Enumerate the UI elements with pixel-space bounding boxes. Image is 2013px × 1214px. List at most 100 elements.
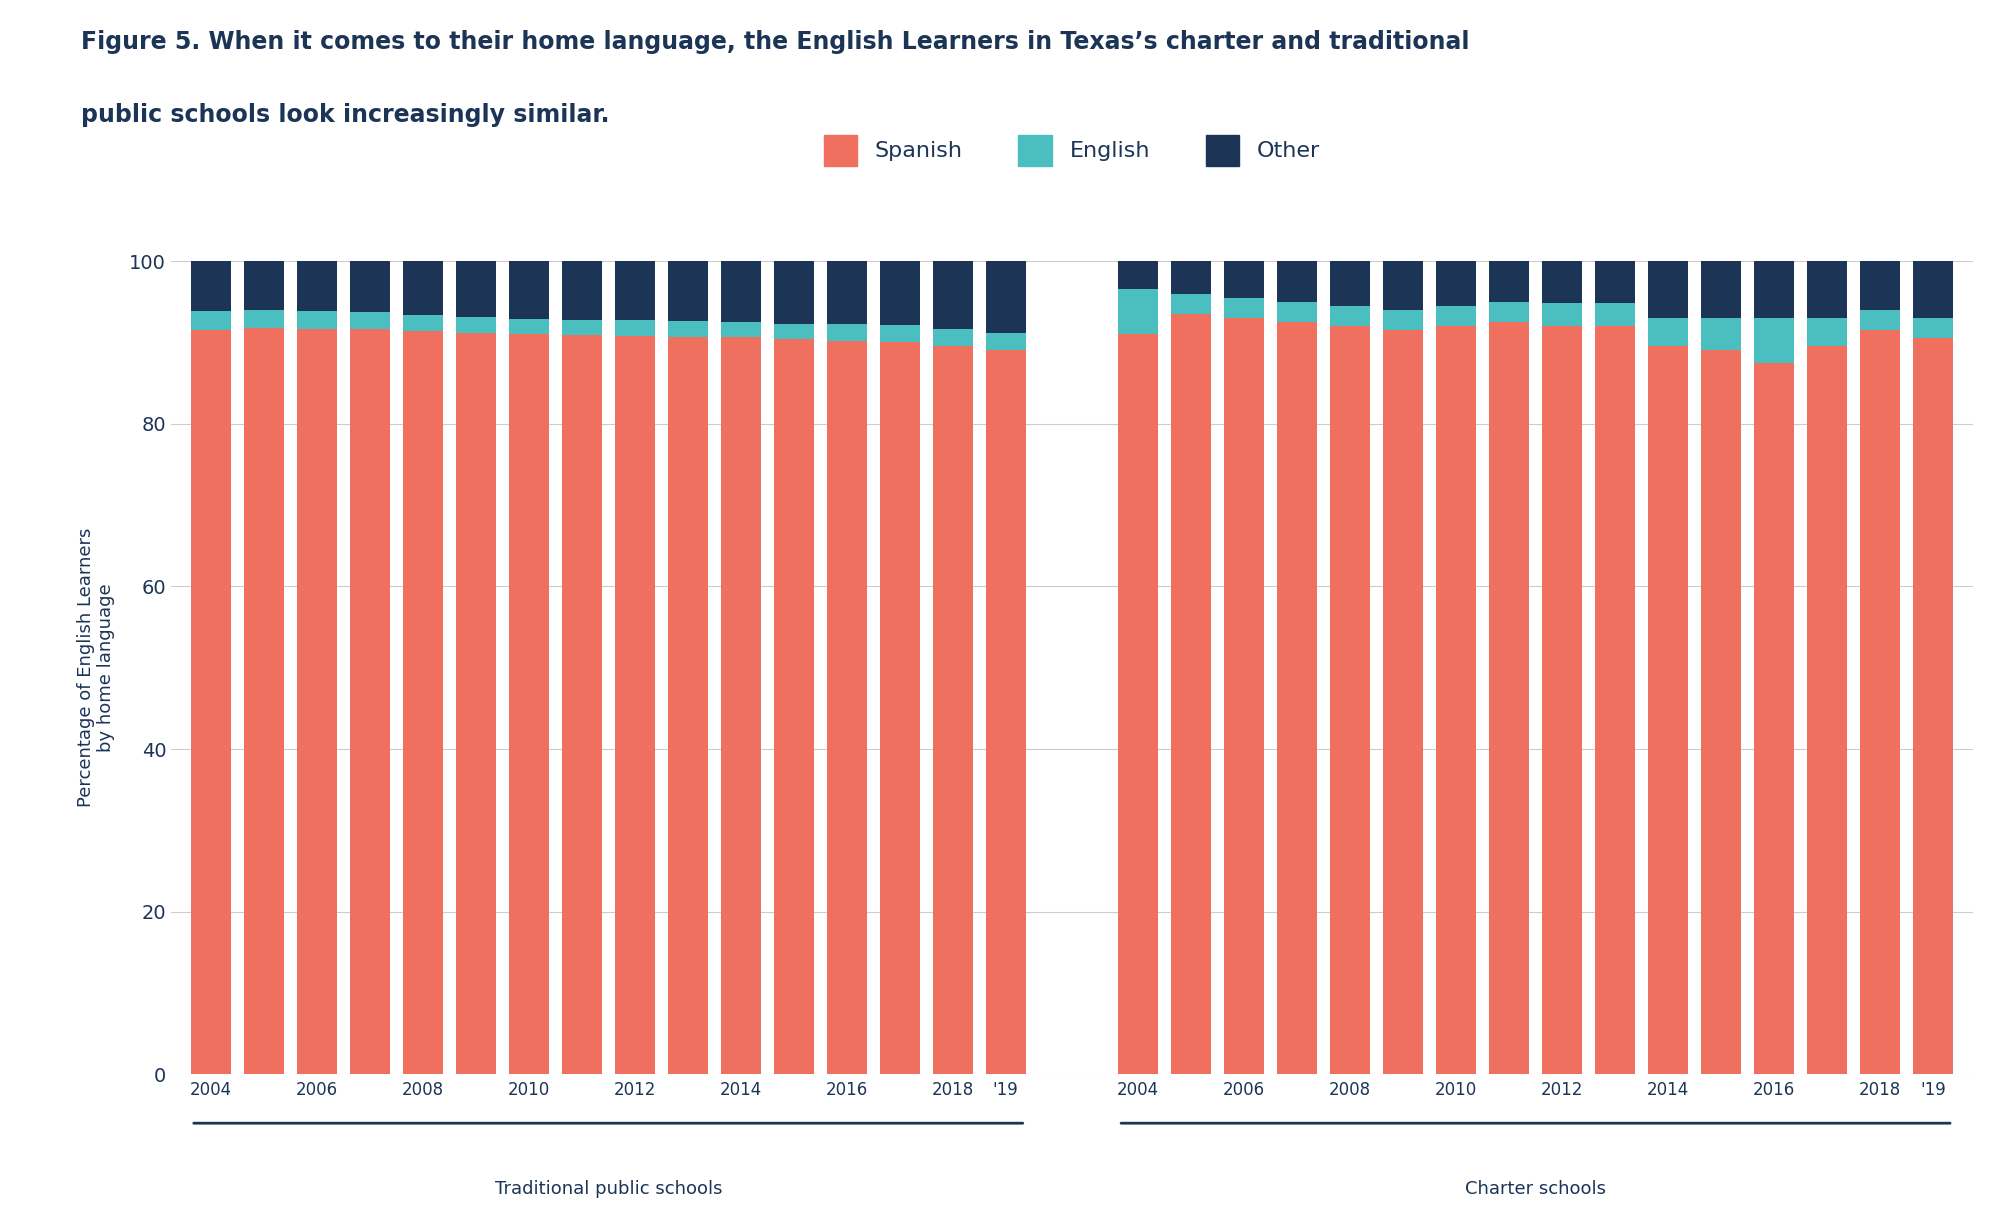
Bar: [932, 346, 972, 1074]
Bar: [1172, 314, 1212, 1074]
Bar: [986, 351, 1025, 1074]
Bar: [191, 312, 231, 330]
Bar: [350, 312, 391, 329]
Bar: [1383, 330, 1423, 1074]
Bar: [986, 333, 1025, 351]
Bar: [455, 317, 495, 333]
Bar: [773, 324, 813, 339]
Bar: [1383, 261, 1423, 310]
Bar: [1701, 261, 1741, 318]
Bar: [721, 337, 761, 1074]
Bar: [1808, 318, 1846, 346]
Bar: [1278, 322, 1317, 1074]
Bar: [1119, 261, 1157, 289]
Bar: [562, 319, 602, 335]
Bar: [403, 314, 443, 331]
Bar: [1435, 261, 1476, 306]
Bar: [880, 261, 920, 325]
Bar: [1808, 261, 1846, 318]
Bar: [827, 341, 866, 1074]
Bar: [1224, 261, 1264, 297]
Bar: [1594, 304, 1635, 327]
Bar: [455, 261, 495, 317]
Text: public schools look increasingly similar.: public schools look increasingly similar…: [81, 103, 610, 127]
Bar: [455, 333, 495, 1074]
Bar: [509, 319, 550, 334]
Bar: [1383, 310, 1423, 330]
Bar: [1119, 289, 1157, 334]
Bar: [932, 329, 972, 346]
Bar: [827, 261, 866, 324]
Bar: [614, 336, 654, 1074]
Bar: [1331, 306, 1371, 327]
Text: Figure 5. When it comes to their home language, the English Learners in Texas’s : Figure 5. When it comes to their home la…: [81, 30, 1469, 55]
Bar: [298, 312, 336, 329]
Bar: [1594, 327, 1635, 1074]
Text: Traditional public schools: Traditional public schools: [495, 1180, 723, 1198]
Bar: [562, 261, 602, 319]
Bar: [191, 261, 231, 312]
Bar: [1331, 261, 1371, 306]
Bar: [1542, 304, 1582, 327]
Bar: [932, 261, 972, 329]
Bar: [986, 261, 1025, 333]
Bar: [668, 322, 709, 336]
Bar: [1490, 322, 1530, 1074]
Bar: [1912, 318, 1953, 339]
Bar: [1490, 301, 1530, 322]
Bar: [1594, 261, 1635, 304]
Y-axis label: Percentage of English Learners
by home language: Percentage of English Learners by home l…: [76, 528, 115, 807]
Bar: [191, 330, 231, 1074]
Bar: [1701, 318, 1741, 351]
Bar: [1224, 318, 1264, 1074]
Bar: [1753, 261, 1794, 318]
Bar: [1542, 261, 1582, 304]
Bar: [403, 261, 443, 314]
Bar: [562, 335, 602, 1074]
Bar: [1701, 351, 1741, 1074]
Bar: [1278, 261, 1317, 301]
Bar: [1435, 327, 1476, 1074]
Bar: [668, 336, 709, 1074]
Bar: [614, 261, 654, 320]
Bar: [1860, 310, 1900, 330]
Bar: [403, 331, 443, 1074]
Legend: Spanish, English, Other: Spanish, English, Other: [815, 126, 1329, 175]
Bar: [1172, 294, 1212, 314]
Bar: [244, 261, 284, 310]
Bar: [1435, 306, 1476, 327]
Bar: [721, 261, 761, 322]
Bar: [1649, 318, 1689, 346]
Bar: [1649, 261, 1689, 318]
Bar: [350, 261, 391, 312]
Bar: [1860, 330, 1900, 1074]
Bar: [1753, 363, 1794, 1074]
Bar: [1808, 346, 1846, 1074]
Bar: [880, 325, 920, 342]
Bar: [1119, 334, 1157, 1074]
Bar: [668, 261, 709, 322]
Bar: [244, 310, 284, 328]
Bar: [1490, 261, 1530, 301]
Bar: [1224, 297, 1264, 318]
Bar: [773, 261, 813, 324]
Bar: [298, 261, 336, 312]
Bar: [1331, 327, 1371, 1074]
Bar: [244, 328, 284, 1074]
Bar: [1912, 339, 1953, 1074]
Bar: [773, 339, 813, 1074]
Text: Charter schools: Charter schools: [1465, 1180, 1606, 1198]
Bar: [721, 322, 761, 337]
Bar: [298, 329, 336, 1074]
Bar: [350, 329, 391, 1074]
Bar: [1860, 261, 1900, 310]
Bar: [880, 342, 920, 1074]
Bar: [1172, 261, 1212, 294]
Bar: [1649, 346, 1689, 1074]
Bar: [509, 261, 550, 319]
Bar: [827, 324, 866, 341]
Bar: [1753, 318, 1794, 363]
Bar: [1278, 301, 1317, 322]
Bar: [1542, 327, 1582, 1074]
Bar: [509, 334, 550, 1074]
